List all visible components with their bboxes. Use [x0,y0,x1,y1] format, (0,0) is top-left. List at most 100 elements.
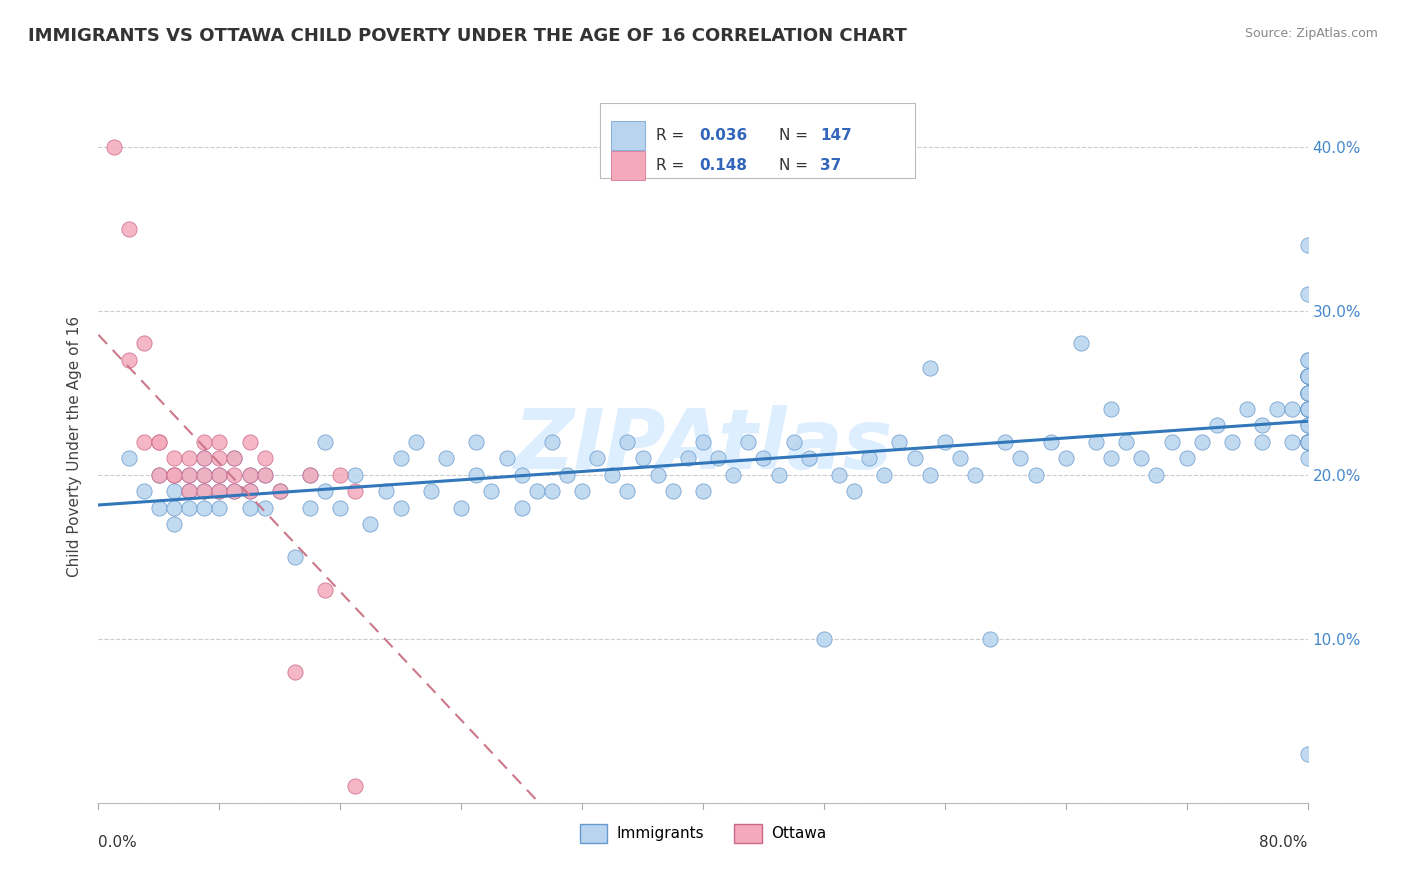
Text: 147: 147 [820,128,852,143]
Point [208,500,231,515]
FancyBboxPatch shape [612,121,645,150]
Point [918,361,941,376]
Point [103,139,125,153]
Point [1130,451,1153,466]
Point [208,434,231,449]
Point [193,467,215,482]
Point [314,582,336,597]
Point [284,665,307,679]
Point [540,434,562,449]
Point [692,434,714,449]
Point [526,484,548,499]
Point [239,467,262,482]
Point [918,467,941,482]
Point [118,451,141,466]
Text: ZIPAtlas: ZIPAtlas [513,406,893,486]
Point [1296,402,1319,417]
Point [1296,434,1319,449]
Point [193,434,215,449]
Point [360,516,382,531]
Point [163,451,186,466]
Point [179,467,201,482]
Point [571,484,593,499]
Point [1296,747,1319,761]
Point [299,500,322,515]
Point [224,451,246,466]
Point [1267,402,1289,417]
Point [1296,352,1319,367]
Text: 80.0%: 80.0% [1260,835,1308,850]
Point [844,484,866,499]
Point [1206,418,1229,433]
Point [420,484,443,499]
Point [1070,336,1092,351]
Point [495,451,517,466]
Point [148,500,170,515]
Point [465,467,488,482]
Point [299,467,322,482]
Text: N =: N = [779,158,813,173]
Point [1296,434,1319,449]
Point [1191,434,1213,449]
Point [224,484,246,499]
Text: N =: N = [779,128,813,143]
Point [163,467,186,482]
Point [148,434,170,449]
Point [269,484,291,499]
Point [329,467,352,482]
Point [163,484,186,499]
Point [1296,418,1319,433]
Point [602,467,624,482]
Point [179,451,201,466]
Point [1115,434,1137,449]
Point [253,467,276,482]
Point [1175,451,1198,466]
Point [889,434,911,449]
Point [1296,385,1319,400]
Point [768,467,790,482]
Point [1296,369,1319,384]
Point [949,451,972,466]
Point [179,484,201,499]
Point [193,451,215,466]
Point [616,484,638,499]
Point [389,451,412,466]
Point [1296,369,1319,384]
Point [344,780,367,794]
Text: IMMIGRANTS VS OTTAWA CHILD POVERTY UNDER THE AGE OF 16 CORRELATION CHART: IMMIGRANTS VS OTTAWA CHILD POVERTY UNDER… [28,27,907,45]
Point [1296,402,1319,417]
Point [481,484,503,499]
Point [450,500,472,515]
Point [1296,434,1319,449]
Point [1281,434,1303,449]
Point [465,434,488,449]
Point [405,434,427,449]
Point [1296,434,1319,449]
Point [179,484,201,499]
Point [163,500,186,515]
Point [1296,369,1319,384]
Point [239,467,262,482]
Point [1296,369,1319,384]
Point [1296,352,1319,367]
Point [208,467,231,482]
Point [179,500,201,515]
Point [692,484,714,499]
Point [752,451,775,466]
Point [1296,434,1319,449]
Point [1296,369,1319,384]
Point [1296,402,1319,417]
Point [1236,402,1258,417]
Point [148,467,170,482]
Point [434,451,457,466]
Point [193,467,215,482]
Point [1296,385,1319,400]
Point [163,467,186,482]
Point [1296,369,1319,384]
Point [374,484,396,499]
Point [616,434,638,449]
Point [1296,385,1319,400]
Point [329,500,352,515]
Point [1160,434,1182,449]
Point [1296,402,1319,417]
